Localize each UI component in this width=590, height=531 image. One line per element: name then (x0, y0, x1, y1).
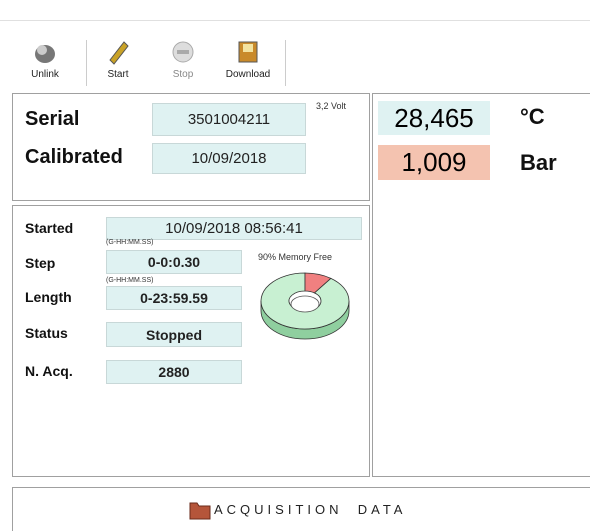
separator (86, 40, 87, 86)
folder-icon (189, 502, 211, 520)
format-hint: (G-HH:MM.SS) (106, 277, 154, 284)
footer-title: ACQUISITION DATA (214, 502, 407, 517)
step-field: 0-0:0.30 (106, 250, 242, 274)
status-label: Status (25, 325, 68, 341)
memory-label: 90% Memory Free (258, 252, 333, 262)
calibrated-field: 10/09/2018 (152, 143, 306, 174)
started-field: 10/09/2018 08:56:41 (106, 217, 362, 240)
donut-hole (290, 295, 320, 313)
temperature-unit: °C (520, 104, 545, 129)
button-label: Stop (172, 69, 194, 80)
serial-field: 3501004211 (152, 103, 306, 136)
footer-bar[interactable] (12, 487, 590, 531)
pressure-unit: Bar (520, 150, 557, 175)
stop-button[interactable]: Stop (153, 38, 213, 80)
status-field: Stopped (106, 322, 242, 347)
length-label: Length (25, 289, 72, 305)
nacq-label: N. Acq. (25, 363, 73, 379)
nacq-field: 2880 (106, 360, 242, 384)
calibrated-label: Calibrated (25, 146, 123, 168)
memory-donut (260, 272, 350, 340)
button-label: Unlink (31, 69, 59, 80)
start-button[interactable]: Start (88, 38, 148, 80)
start-icon (109, 41, 129, 65)
unlink-icon (35, 45, 55, 63)
separator (285, 40, 286, 86)
voltage: 3,2 Volt (316, 101, 347, 111)
button-label: Start (107, 69, 129, 80)
memory-used-slice (304, 272, 332, 294)
serial-label: Serial (25, 108, 80, 130)
button-label: Download (225, 69, 271, 80)
started-label: Started (25, 220, 74, 236)
length-field: 0-23:59.59 (106, 286, 242, 310)
pressure-field: 1,009 (378, 145, 490, 180)
download-button[interactable]: Download (218, 38, 278, 80)
download-icon (238, 41, 258, 63)
stop-icon (172, 41, 194, 63)
step-label: Step (25, 255, 56, 271)
top-rule (0, 20, 590, 21)
temperature-field: 28,465 (378, 101, 490, 135)
unlink-button[interactable]: Unlink (15, 38, 75, 80)
format-hint: (G-HH:MM.SS) (106, 239, 154, 246)
